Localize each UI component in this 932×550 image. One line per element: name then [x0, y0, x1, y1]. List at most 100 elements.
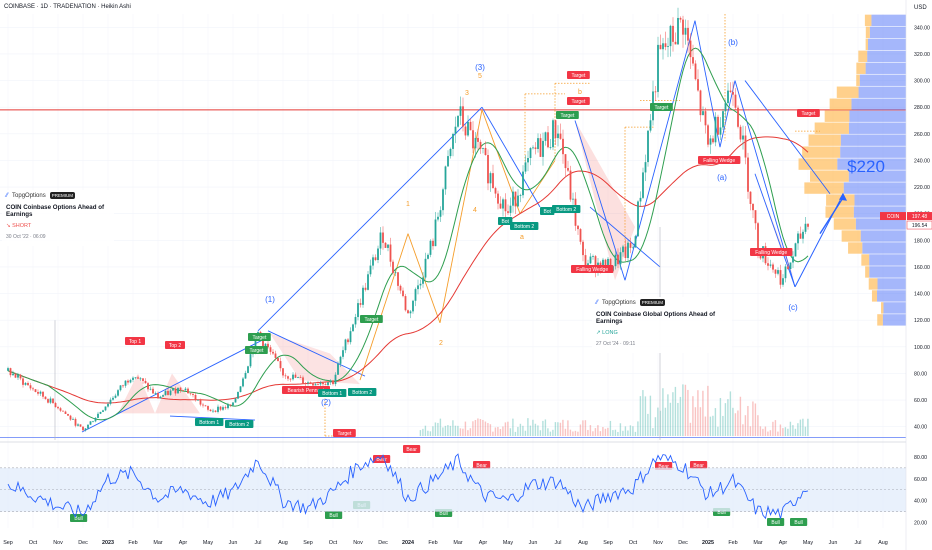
idea-card-long[interactable]: ⁄⁄ TopgOptions PREMIUM COIN Coinbase Glo… — [592, 297, 732, 353]
tag-target: Target — [801, 111, 816, 117]
candle-body — [22, 378, 24, 385]
candle-body — [637, 201, 639, 237]
tag-bottom-1-bg — [195, 418, 224, 426]
profile-bar — [843, 182, 906, 194]
tag-rsi-bear-bg — [403, 445, 421, 453]
candle-body — [117, 390, 119, 396]
candle-body — [504, 199, 507, 212]
wave-label: 1 — [406, 201, 410, 208]
time-tick: Mar — [453, 540, 462, 546]
candle-body — [139, 378, 142, 380]
candle-body — [509, 205, 512, 213]
volume-bar — [554, 422, 557, 436]
profile-bar — [858, 50, 868, 62]
candle-body — [527, 157, 529, 163]
wedge-fill — [700, 93, 730, 174]
candle-body — [739, 126, 742, 140]
volume-bar — [519, 423, 522, 436]
candle-body — [439, 210, 442, 217]
candle-body — [317, 384, 319, 385]
volume-bar — [512, 418, 514, 436]
idea-title[interactable]: COIN Coinbase Global Options Ahead of Ea… — [596, 311, 716, 325]
candle-body — [707, 125, 709, 145]
profile-bar — [858, 86, 906, 98]
candle-body — [37, 391, 39, 394]
candle-body — [732, 92, 734, 95]
idea-brand: TopgOptions — [12, 192, 46, 199]
candle-body — [172, 388, 174, 391]
idea-card-short[interactable]: ⁄⁄ TopgOptions PREMIUM COIN Coinbase Opt… — [2, 190, 114, 246]
tag-bottom-2: Bottom 2 — [556, 207, 576, 213]
candle-body — [209, 409, 212, 412]
tag-target-bg — [797, 109, 820, 117]
candle-body — [362, 287, 364, 305]
time-tick: Jul — [255, 540, 262, 546]
volume-bar — [669, 402, 672, 436]
candle-body — [804, 223, 807, 232]
wedge-fill — [575, 120, 635, 281]
candle-body — [584, 255, 587, 267]
candle-body — [274, 353, 277, 358]
candle-body — [187, 388, 189, 394]
candle-body — [322, 382, 324, 385]
channel-line — [744, 80, 831, 194]
candle-body — [514, 191, 517, 207]
wave-label: 4 — [473, 207, 477, 214]
candle-body — [359, 303, 362, 305]
tag-target-bg — [245, 346, 268, 354]
volume-bar — [737, 410, 739, 436]
candle-body — [697, 79, 699, 91]
idea-direction-text: LONG — [602, 330, 618, 336]
candle-body — [189, 393, 192, 395]
candle-body — [684, 27, 687, 35]
candle-body — [9, 368, 12, 376]
tag-target: Target — [249, 348, 264, 354]
candle-body — [249, 354, 252, 367]
idea-title[interactable]: COIN Coinbase Options Ahead of Earnings — [6, 204, 105, 218]
tag-bottom-2: Bottom 2 — [514, 224, 534, 230]
candle-body — [309, 382, 312, 384]
ma-slow-line — [7, 136, 809, 404]
candle-body — [489, 173, 492, 184]
volume-bar — [792, 425, 794, 436]
candle-body — [659, 44, 662, 50]
time-tick: Apr — [779, 540, 788, 546]
candle-body — [624, 246, 627, 258]
volume-bar — [444, 425, 447, 436]
ma-fast-line — [7, 47, 809, 421]
time-tick: Dec — [678, 540, 688, 546]
tag-rsi-bear: Bear — [376, 457, 387, 463]
candle-body — [692, 57, 694, 64]
volume-bar — [747, 405, 749, 436]
volume-bar — [544, 419, 547, 436]
volume-bar — [547, 428, 549, 436]
volume-bar — [644, 396, 647, 436]
candle-body — [454, 126, 457, 134]
candle-body — [329, 380, 332, 383]
volume-bar — [522, 425, 524, 436]
time-tick: Jun — [829, 540, 838, 546]
candle-body — [402, 290, 404, 297]
candle-body — [552, 120, 554, 148]
tag-rsi-bear: Bear — [406, 447, 417, 453]
volume-bar — [719, 397, 722, 436]
profile-bar — [798, 158, 838, 170]
candle-body — [782, 278, 784, 285]
tag-top-1: Top 1 — [129, 339, 141, 345]
tag-rsi-bull-bg — [767, 518, 785, 526]
candle-body — [197, 399, 199, 401]
candle-body — [29, 385, 32, 389]
volume-bar — [567, 420, 569, 436]
candle-body — [704, 111, 707, 126]
candle-body — [639, 197, 642, 202]
volume-bar — [777, 431, 779, 436]
volume-bar — [652, 428, 654, 436]
volume-bar — [452, 420, 454, 436]
candle-body — [472, 130, 474, 149]
candle-body — [502, 199, 504, 209]
candle-body — [474, 137, 477, 149]
volume-bar — [632, 426, 634, 436]
price-tick: 280.00 — [914, 105, 930, 111]
tag-rsi-bear-bg — [473, 461, 491, 469]
